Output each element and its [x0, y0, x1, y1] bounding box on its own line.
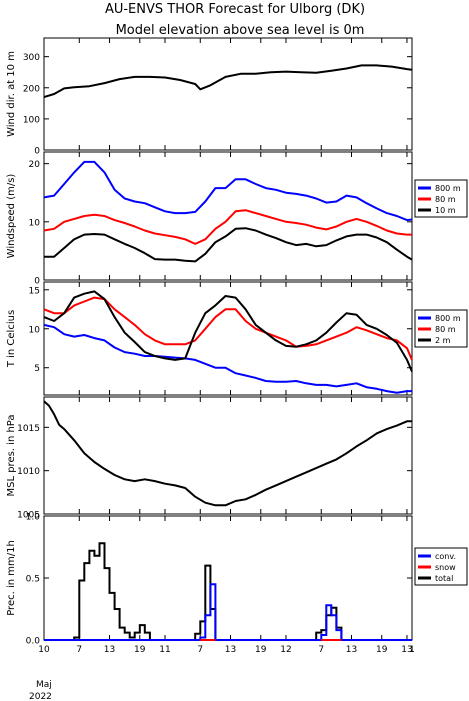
time-tick-label: 7: [76, 645, 82, 655]
precipitation-ytick-label: 0.5: [26, 575, 40, 585]
temperature-ytick-label: 15: [29, 286, 40, 296]
temperature-legend-label: 2 m: [435, 336, 451, 345]
wind-direction-ytick-label: 0: [34, 147, 40, 157]
windspeed-legend-label: 10 m: [435, 206, 456, 215]
wind-direction-series-line: [43, 64, 413, 99]
windspeed-legend: 800 m 80 m 10 m: [414, 179, 468, 218]
pressure-ytick-label: 1015: [17, 424, 40, 434]
windspeed-panel: 0 10 20 Windspeed (m/s) 800 m 80 m 10 m: [6, 151, 468, 287]
windspeed-ylabel: Windspeed (m/s): [6, 174, 17, 259]
windspeed-legend-label: 800 m: [435, 184, 461, 193]
pressure-series-line: [43, 400, 412, 507]
wind-direction-panel: 0 100 200 300 Wind dir. at 10 m: [6, 37, 413, 157]
precipitation-panel: 0.0 0.5 1.0 Prec. in mm/1h conv. snow total: [6, 513, 468, 647]
temperature-frame: [43, 281, 413, 396]
figure-subtitle: Model elevation above sea level is 0m: [116, 23, 365, 38]
pressure-ytick-label: 1010: [17, 467, 40, 477]
pressure-frame: [43, 396, 413, 515]
time-tick-label: 13: [346, 645, 357, 655]
windspeed-ytick-label: 20: [29, 160, 41, 170]
time-tick-label: 13: [401, 645, 412, 655]
figure-title: AU-ENVS THOR Forecast for Ulborg (DK): [105, 2, 365, 17]
temperature-legend-label: 80 m: [435, 325, 456, 334]
time-tick-label: 19: [255, 645, 267, 655]
precipitation-legend: conv. snow total: [414, 547, 468, 586]
wind-direction-frame: [43, 37, 413, 151]
precipitation-ytick-label: 1.0: [26, 513, 41, 523]
wind-direction-ylabel: Wind dir. at 10 m: [6, 51, 17, 137]
temperature-series-2m: [43, 290, 413, 372]
precipitation-frame: [43, 515, 413, 641]
wind-direction-ytick-label: 300: [23, 53, 40, 63]
time-tick-label: 13: [225, 645, 236, 655]
temperature-panel: 5 10 15 T in Celcius 800 m 80 m 2 m: [6, 281, 468, 396]
windspeed-series-800m: [43, 160, 413, 222]
temperature-legend: 800 m 80 m 2 m: [414, 309, 468, 348]
windspeed-ytick-label: 10: [29, 218, 41, 228]
wind-direction-ytick-label: 100: [23, 115, 40, 125]
month-label: Maj: [36, 680, 52, 690]
windspeed-legend-label: 80 m: [435, 195, 456, 204]
windspeed-ytick-label: 0: [34, 277, 40, 287]
temperature-ylabel: T in Celcius: [6, 310, 17, 368]
temperature-legend-label: 800 m: [435, 314, 461, 323]
precipitation-series-total: [44, 542, 412, 641]
precipitation-legend-label: conv.: [435, 552, 456, 561]
precipitation-legend-label: snow: [435, 563, 456, 572]
chart-panels: 0 100 200 300 Wind dir. at 10 m 0 10 20 Windspee…: [6, 37, 468, 647]
time-tick-label: 7: [197, 645, 203, 655]
windspeed-frame: [43, 151, 413, 281]
windspeed-series-80m: [43, 209, 412, 245]
precipitation-ylabel: Prec. in mm/1h: [6, 540, 17, 616]
time-tick-label: 10: [38, 645, 50, 655]
temperature-ytick-label: 10: [29, 325, 41, 335]
temperature-ytick-label: 5: [34, 364, 40, 374]
pressure-ytick-label: 1005: [17, 511, 40, 521]
temperature-series-80m: [43, 296, 413, 361]
year-label: 2022: [29, 692, 52, 701]
precipitation-series-conv: [44, 583, 412, 641]
pressure-ylabel: MSL pres. in hPa: [6, 414, 17, 496]
time-tick-label: 13: [104, 645, 115, 655]
precipitation-legend-label: total: [435, 574, 453, 583]
windspeed-series-10m: [44, 227, 413, 263]
temperature-series-800m: [43, 323, 412, 394]
time-tick-label: 7: [318, 645, 324, 655]
time-tick-label: 19: [376, 645, 388, 655]
time-tick-label: 12: [280, 645, 291, 655]
time-tick-label: 11: [159, 645, 170, 655]
precipitation-ytick-label: 0.0: [26, 637, 41, 647]
time-tick-label: 19: [134, 645, 146, 655]
time-tick-label: 1: [409, 645, 415, 655]
wind-direction-ytick-label: 200: [23, 84, 40, 94]
